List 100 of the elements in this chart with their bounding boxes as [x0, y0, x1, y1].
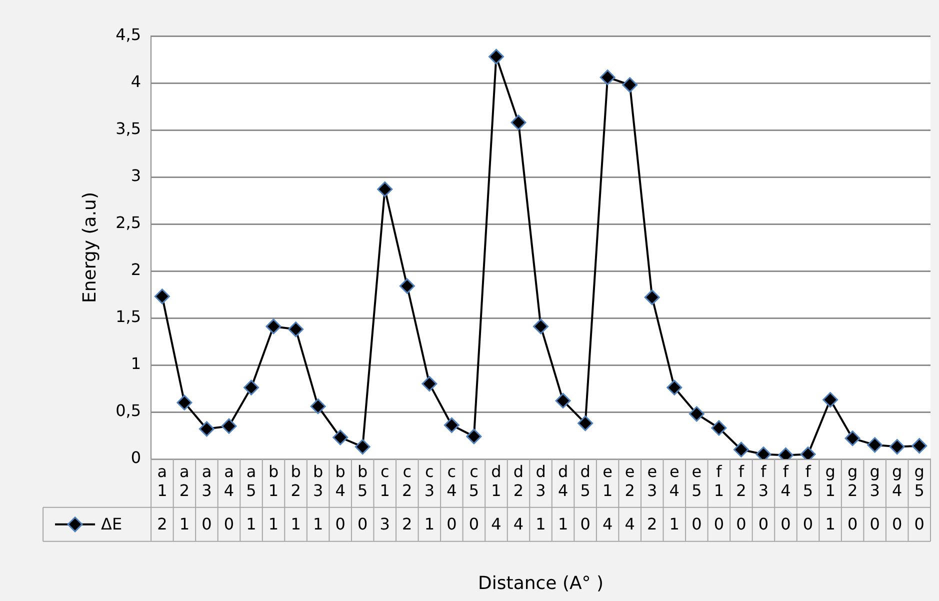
point	[844, 430, 860, 446]
y-axis-title: Energy (a.u)	[79, 192, 100, 303]
point	[644, 290, 660, 306]
data-label: 3	[380, 514, 390, 534]
point	[510, 114, 526, 130]
data-label: 0	[692, 514, 702, 534]
data-label: 0	[847, 514, 858, 534]
data-label: 0	[202, 514, 212, 534]
point	[466, 428, 482, 444]
x-tick-label: c5	[468, 462, 480, 500]
x-tick-label: a1	[157, 462, 168, 500]
x-tick-label: a3	[202, 462, 212, 500]
x-tick-label: d2	[513, 462, 524, 500]
point	[600, 70, 616, 86]
data-label: 0	[914, 514, 924, 534]
x-tick-label: d1	[491, 462, 502, 500]
point	[889, 439, 905, 455]
data-label: 0	[758, 514, 769, 534]
data-label: 0	[446, 514, 457, 534]
x-tick-label: a2	[179, 462, 190, 500]
point	[288, 322, 304, 338]
point	[822, 392, 838, 408]
x-tick-label: e3	[647, 462, 658, 500]
x-tick-label: c1	[380, 462, 390, 500]
x-tick-label: b5	[358, 462, 368, 500]
x-tick-label: f4	[780, 462, 791, 500]
point	[198, 421, 214, 437]
x-tick-label: e2	[624, 462, 635, 500]
point	[422, 376, 438, 392]
data-label: 0	[870, 514, 880, 534]
y-tick-label: 3	[130, 166, 142, 186]
data-label: 0	[358, 514, 368, 534]
data-label: 2	[157, 514, 168, 534]
x-tick-label: f5	[802, 462, 814, 500]
y-tick-label: 0,5	[116, 401, 142, 420]
x-tick-label: g4	[892, 462, 902, 500]
x-tick-label: d4	[558, 462, 568, 500]
point	[488, 48, 504, 64]
x-tick-label: e4	[669, 462, 680, 500]
point	[867, 437, 883, 453]
point	[354, 439, 370, 455]
y-tick-label: 2,5	[116, 213, 142, 232]
x-tick-label: e1	[602, 462, 613, 500]
x-tick-label: f1	[714, 462, 724, 500]
point	[711, 420, 727, 436]
x-tick-label: g2	[847, 462, 858, 500]
point	[266, 318, 282, 334]
point	[444, 417, 460, 433]
data-label: 1	[312, 514, 324, 534]
data-label: 1	[268, 514, 279, 534]
data-label: 0	[802, 514, 814, 534]
data-label: 0	[780, 514, 791, 534]
data-label: 0	[892, 514, 902, 534]
point	[176, 394, 192, 410]
y-tick-label: 1,5	[116, 307, 142, 326]
data-label: 0	[580, 514, 590, 534]
point	[533, 318, 549, 334]
point	[733, 442, 749, 458]
point	[666, 380, 682, 396]
point	[399, 278, 415, 294]
data-label: 1	[290, 514, 301, 534]
x-tick-label: d3	[536, 462, 546, 500]
point	[688, 406, 704, 422]
data-label: 0	[736, 514, 746, 534]
y-tick-label: 0	[130, 448, 142, 468]
x-tick-label: b2	[290, 462, 301, 500]
data-label: 1	[246, 514, 256, 534]
legend-label: ΔE	[101, 514, 122, 534]
data-label: 4	[624, 514, 635, 534]
x-tick-label: b3	[312, 462, 324, 500]
x-tick-label: c2	[402, 462, 412, 500]
x-tick-label: f3	[758, 462, 769, 500]
data-label: 0	[335, 514, 346, 534]
y-tick-label: 4,5	[116, 25, 142, 44]
x-tick-label: b4	[335, 462, 346, 500]
data-label: 4	[602, 514, 613, 534]
x-tick-label: a4	[224, 462, 234, 500]
data-label: 1	[825, 514, 836, 534]
x-axis-title: Distance (A° )	[478, 572, 604, 594]
data-label: 4	[513, 514, 524, 534]
y-tick-label: 1	[130, 354, 142, 374]
x-tick-label: g5	[914, 462, 924, 500]
point	[622, 77, 638, 93]
point	[578, 416, 594, 432]
point	[332, 430, 348, 446]
data-label: 2	[647, 514, 658, 534]
x-tick-label: g1	[825, 462, 836, 500]
point	[221, 418, 237, 434]
x-tick-label: g3	[870, 462, 880, 500]
x-tick-label: a5	[246, 462, 256, 500]
point	[555, 392, 571, 408]
point	[310, 398, 326, 414]
data-label: 1	[669, 514, 680, 534]
x-tick-label: f2	[736, 462, 746, 500]
data-label: 0	[224, 514, 234, 534]
data-label: 1	[558, 514, 568, 534]
y-tick-label: 4	[130, 72, 142, 92]
data-label: 0	[468, 514, 480, 534]
data-label: 1	[179, 514, 190, 534]
y-tick-label: 2	[130, 260, 142, 280]
